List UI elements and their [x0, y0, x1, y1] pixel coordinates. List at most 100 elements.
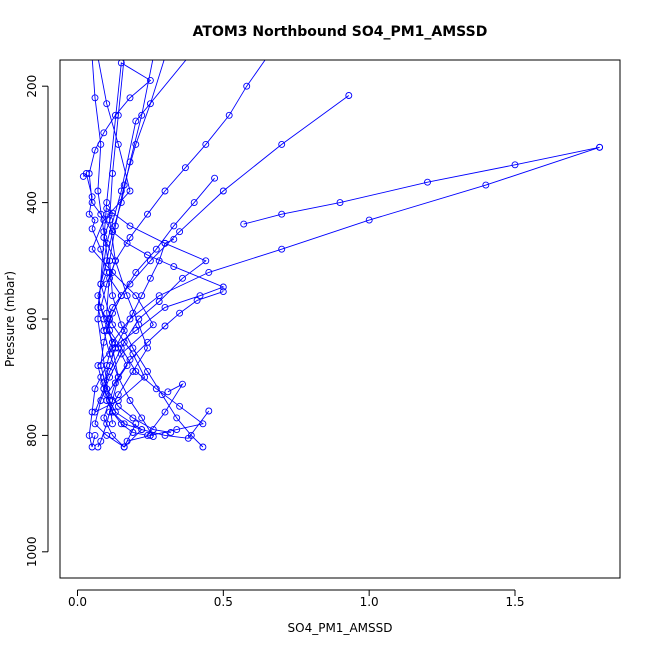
data-point [278, 245, 286, 253]
data-point [109, 209, 116, 217]
data-point [114, 391, 122, 399]
data-point [278, 140, 286, 148]
data-point [109, 228, 116, 236]
data-point [126, 234, 134, 241]
data-point [219, 283, 227, 291]
data-point [424, 178, 431, 186]
data-point [146, 76, 154, 84]
series-line [243, 146, 600, 225]
data-point [193, 296, 201, 304]
data-point [132, 327, 140, 335]
data-point [179, 380, 186, 388]
data-point [243, 82, 251, 90]
data-point [97, 140, 105, 148]
data-point [155, 257, 163, 265]
data-point [109, 431, 116, 439]
data-point [144, 344, 151, 352]
data-point [120, 327, 128, 335]
data-point [94, 187, 102, 195]
data-point [120, 181, 128, 189]
data-point [126, 94, 134, 102]
data-point [202, 257, 210, 265]
data-point [129, 344, 137, 352]
data-point [117, 60, 125, 67]
data-point [109, 292, 116, 300]
data-point [103, 100, 111, 108]
series-line [109, 60, 148, 413]
y-tick-label: 400 [25, 191, 39, 214]
data-point [146, 257, 154, 265]
x-axis-label: SO4_PM1_AMSSD [288, 621, 393, 635]
data-point [129, 429, 137, 436]
data-point [176, 228, 184, 236]
data-point [345, 92, 353, 99]
data-point [100, 129, 108, 137]
data-point [365, 216, 373, 224]
plot-series [79, 60, 604, 451]
chart-title: ATOM3 Northbound SO4_PM1_AMSSD [193, 24, 488, 40]
data-point [123, 292, 131, 300]
data-point [161, 431, 169, 439]
data-point [126, 222, 134, 230]
data-point [219, 187, 227, 195]
data-point [158, 391, 166, 399]
data-point [132, 268, 140, 276]
data-point [100, 327, 108, 335]
data-point [94, 443, 102, 451]
data-point [117, 321, 125, 329]
data-point [117, 420, 125, 428]
data-point [123, 437, 131, 445]
y-axis-label: Pressure (mbar) [3, 271, 17, 367]
data-point [167, 429, 175, 436]
data-point [205, 407, 213, 415]
data-point [187, 431, 195, 439]
data-point [173, 426, 181, 434]
y-tick-label: 800 [25, 424, 39, 447]
x-tick-label: 1.5 [505, 595, 524, 609]
data-point [100, 228, 108, 236]
series-line [94, 60, 207, 414]
data-point [146, 100, 154, 108]
data-point [85, 210, 93, 218]
data-point [138, 292, 146, 300]
data-point [97, 437, 105, 445]
data-point [97, 362, 105, 370]
data-point [511, 161, 519, 169]
data-point [106, 350, 114, 358]
series-line [91, 60, 119, 448]
data-point [126, 315, 134, 323]
data-point [170, 263, 178, 271]
data-point [161, 239, 169, 247]
data-point [170, 222, 178, 230]
data-point [100, 379, 108, 387]
data-point [106, 408, 114, 416]
data-point [126, 187, 134, 195]
data-point [144, 367, 151, 375]
x-tick-label: 0.0 [68, 595, 87, 609]
data-point [88, 225, 96, 233]
data-point [202, 140, 210, 148]
data-point [91, 146, 99, 154]
data-point [123, 239, 131, 247]
data-point [149, 321, 157, 329]
data-point [225, 111, 233, 119]
data-point [91, 94, 99, 102]
data-point [114, 111, 122, 119]
data-point [126, 397, 134, 404]
data-point [100, 414, 108, 422]
data-point [161, 303, 169, 311]
data-point [109, 321, 116, 329]
data-point [164, 388, 172, 396]
data-point [170, 235, 178, 243]
data-point [211, 174, 219, 182]
x-tick-label: 1.0 [360, 595, 379, 609]
data-point [161, 408, 169, 416]
data-point [94, 292, 102, 300]
data-point [109, 344, 116, 352]
data-point [138, 111, 146, 119]
data-point [129, 367, 137, 375]
data-point [103, 309, 111, 317]
data-point [114, 373, 122, 381]
